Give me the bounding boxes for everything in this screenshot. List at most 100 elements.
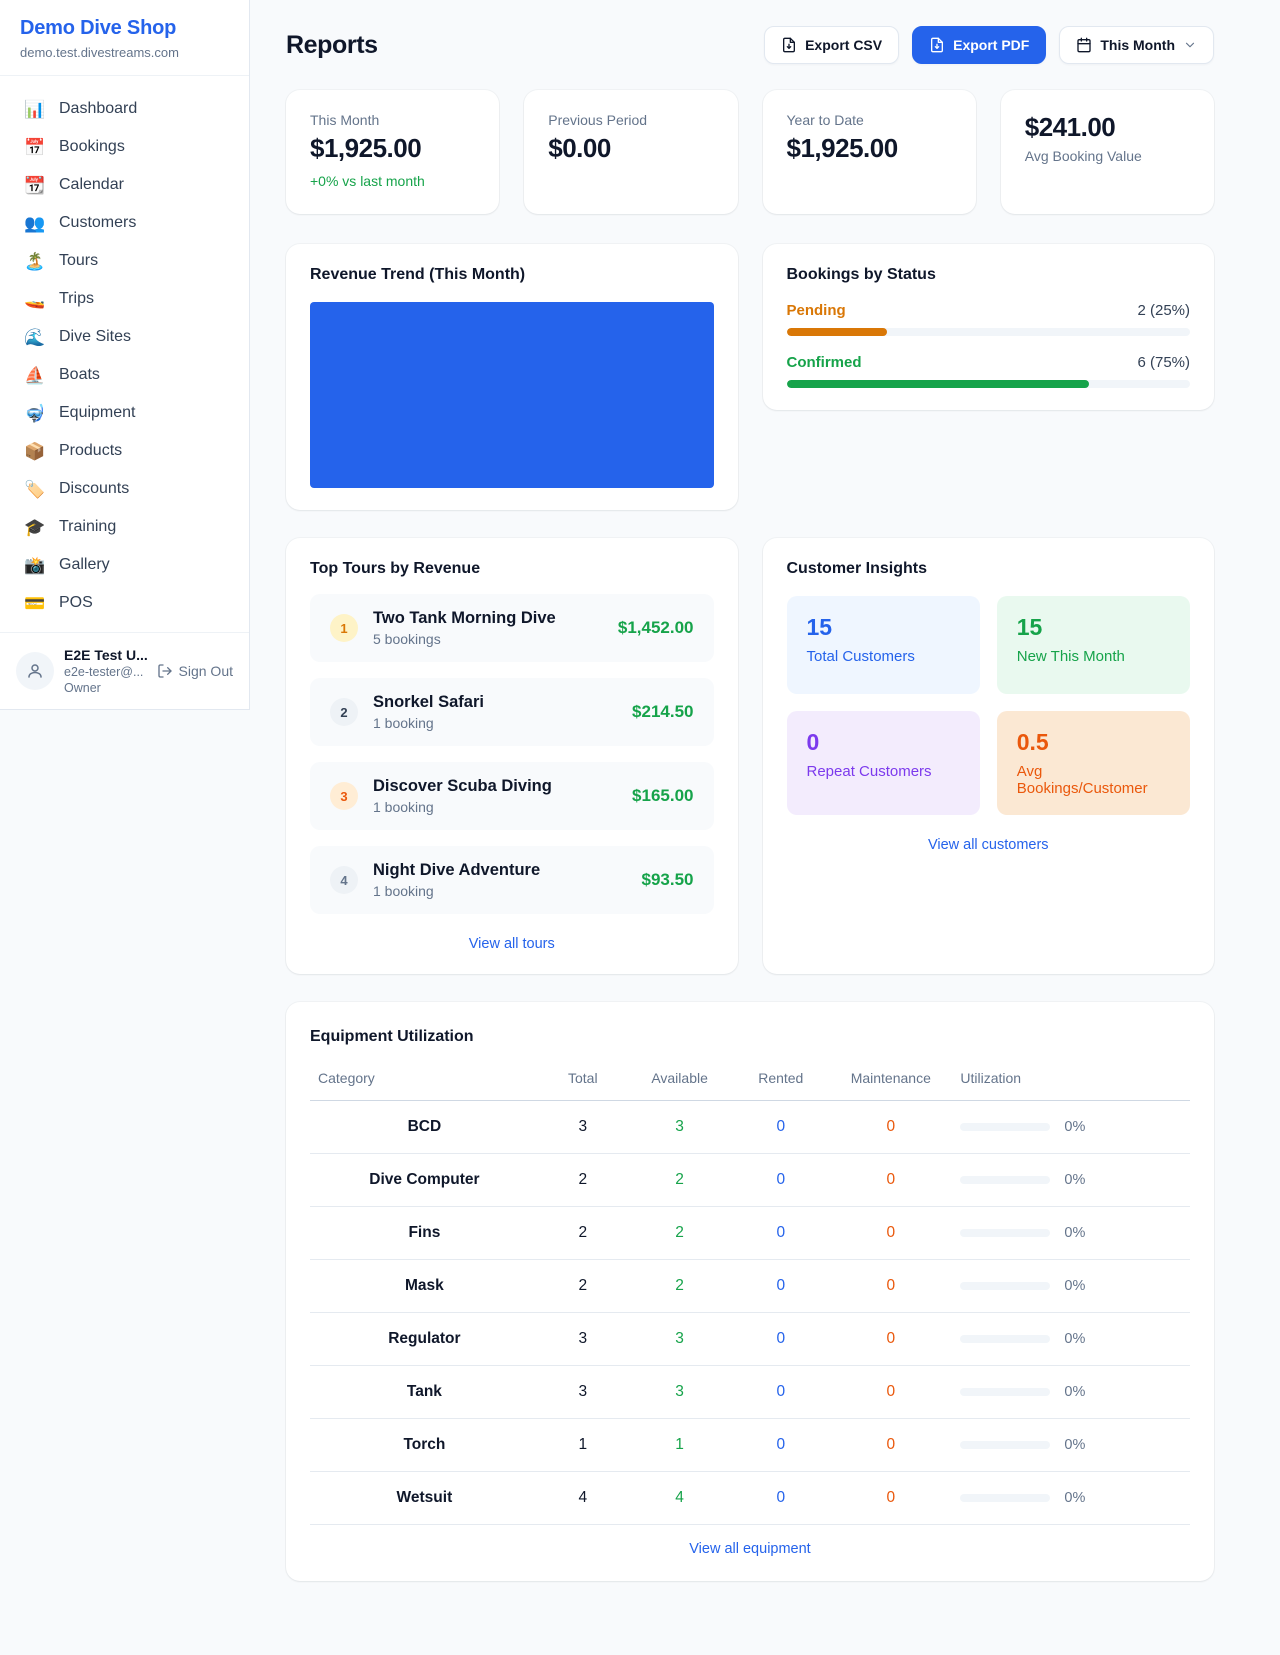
sidebar-item-dive-sites[interactable]: 🌊 Dive Sites	[0, 318, 249, 356]
utilization-wrap: 0%	[960, 1384, 1182, 1400]
equipment-maintenance: 0	[829, 1153, 953, 1207]
utilization-wrap: 0%	[960, 1225, 1182, 1241]
col-header-maintenance: Maintenance	[829, 1062, 953, 1101]
equipment-row-dive-computer: Dive Computer 2 2 0 0 0%	[310, 1153, 1190, 1207]
status-count: 6 (75%)	[1137, 354, 1190, 371]
insight-label: Repeat Customers	[806, 763, 932, 780]
equipment-available: 3	[626, 1365, 733, 1419]
stat-card-year-to-date: Year to Date $1,925.00	[762, 90, 976, 214]
nav-item-label: Boats	[59, 366, 100, 383]
equipment-row-regulator: Regulator 3 3 0 0 0%	[310, 1312, 1190, 1366]
sidebar-item-gallery[interactable]: 📸 Gallery	[0, 546, 249, 584]
sidebar-item-bookings[interactable]: 📅 Bookings	[0, 128, 249, 166]
nav-item-icon: 🏝️	[24, 251, 46, 271]
equipment-total: 3	[538, 1312, 627, 1366]
insight-tile-repeat-customers: 0 Repeat Customers	[786, 711, 980, 815]
tour-name: Two Tank Morning Dive	[373, 609, 556, 627]
tour-bookings: 1 booking	[373, 883, 434, 899]
top-tours-title: Top Tours by Revenue	[310, 560, 481, 577]
header-actions: Export CSV Export PDF This Month	[764, 26, 1214, 64]
rank-badge: 2	[330, 698, 358, 726]
file-download-icon	[783, 37, 796, 53]
user-name: E2E Test U...	[64, 647, 148, 663]
view-all-tours-link[interactable]: View all tours	[468, 936, 555, 952]
view-all-customers-link[interactable]: View all customers	[927, 837, 1049, 853]
equipment-available: 2	[626, 1153, 733, 1207]
page-title: Reports	[286, 30, 378, 59]
utilization-bar-track	[960, 1441, 1051, 1449]
insights-row: Top Tours by Revenue 1 Two Tank Morning …	[286, 538, 1214, 974]
utilization-label: 0%	[1064, 1437, 1086, 1453]
sidebar-item-discounts[interactable]: 🏷️ Discounts	[0, 470, 249, 508]
rank-badge: 4	[330, 866, 358, 894]
status-row-header: Pending 2 (25%)	[787, 302, 1191, 319]
stats-row: This Month $1,925.00 +0% vs last month P…	[286, 90, 1214, 214]
sidebar-item-tours[interactable]: 🏝️ Tours	[0, 242, 249, 280]
user-info: E2E Test U... e2e-tester@... Owner	[64, 647, 148, 695]
col-header-utilization: Utilization	[952, 1062, 1190, 1101]
sidebar-item-products[interactable]: 📦 Products	[0, 432, 249, 470]
user-footer: E2E Test U... e2e-tester@... Owner Sign …	[0, 632, 249, 709]
sidebar-item-dashboard[interactable]: 📊 Dashboard	[0, 90, 249, 128]
equipment-row-bcd: BCD 3 3 0 0 0%	[310, 1100, 1190, 1154]
nav-item-label: Dashboard	[59, 100, 138, 117]
utilization-bar-track	[960, 1229, 1051, 1237]
chevron-down-icon	[1185, 42, 1195, 48]
equipment-category: Tank	[310, 1365, 539, 1419]
equipment-available: 3	[626, 1312, 733, 1366]
equipment-rented: 0	[732, 1471, 830, 1525]
utilization-bar-track	[960, 1335, 1051, 1343]
sidebar-nav: 📊 Dashboard 📅 Bookings 📆 Calendar 👥 Cust…	[0, 76, 249, 632]
stat-value: $1,925.00	[310, 133, 422, 163]
equipment-utilization-cell: 0%	[952, 1100, 1190, 1154]
sign-out-button[interactable]: Sign Out	[157, 663, 233, 679]
equipment-total: 3	[538, 1365, 627, 1419]
user-role: Owner	[64, 681, 101, 695]
equipment-category: Fins	[310, 1206, 539, 1260]
period-selector[interactable]: This Month	[1059, 26, 1214, 64]
equipment-category: BCD	[310, 1100, 539, 1154]
equipment-category: Torch	[310, 1418, 539, 1472]
sidebar-item-equipment[interactable]: 🤿 Equipment	[0, 394, 249, 432]
stat-card-avg-booking-value: $241.00 Avg Booking Value	[1000, 90, 1214, 214]
equipment-utilization-cell: 0%	[952, 1418, 1190, 1472]
nav-item-label: Equipment	[59, 404, 136, 421]
sidebar-item-customers[interactable]: 👥 Customers	[0, 204, 249, 242]
equipment-maintenance: 0	[829, 1100, 953, 1154]
col-header-available: Available	[626, 1062, 733, 1101]
tour-row-two-tank-morning-dive: 1 Two Tank Morning Dive 5 bookings $1,45…	[310, 594, 714, 662]
equipment-maintenance: 0	[829, 1365, 953, 1419]
export-csv-button[interactable]: Export CSV	[764, 26, 900, 64]
equipment-maintenance: 0	[829, 1312, 953, 1366]
revenue-trend-title: Revenue Trend (This Month)	[310, 266, 526, 283]
utilization-label: 0%	[1064, 1278, 1086, 1294]
utilization-label: 0%	[1064, 1119, 1086, 1135]
status-row-confirmed: Confirmed 6 (75%)	[786, 354, 1190, 388]
utilization-label: 0%	[1064, 1172, 1086, 1188]
nav-item-icon: 📊	[24, 99, 46, 119]
equipment-available: 1	[626, 1418, 733, 1472]
sidebar-item-pos[interactable]: 💳 POS	[0, 584, 249, 622]
stat-label: This Month	[310, 112, 380, 128]
equipment-utilization-cell: 0%	[952, 1153, 1190, 1207]
sidebar: Demo Dive Shop demo.test.divestreams.com…	[0, 0, 250, 710]
sidebar-item-training[interactable]: 🎓 Training	[0, 508, 249, 546]
tour-bookings: 5 bookings	[373, 631, 441, 647]
sidebar-item-boats[interactable]: ⛵ Boats	[0, 356, 249, 394]
equipment-utilization-card: Equipment Utilization Category Total Ava…	[286, 1002, 1214, 1581]
nav-item-label: Training	[59, 518, 117, 535]
utilization-bar-track	[960, 1494, 1051, 1502]
utilization-bar-track	[960, 1388, 1051, 1396]
tour-bookings: 1 booking	[373, 715, 434, 731]
sidebar-item-calendar[interactable]: 📆 Calendar	[0, 166, 249, 204]
revenue-trend-bar	[310, 302, 714, 488]
sidebar-item-trips[interactable]: 🚤 Trips	[0, 280, 249, 318]
view-all-equipment-link[interactable]: View all equipment	[689, 1541, 811, 1557]
person-icon	[28, 664, 42, 678]
insight-tile-avg-bookings-customer: 0.5 Avg Bookings/Customer	[996, 711, 1190, 815]
export-pdf-button[interactable]: Export PDF	[912, 26, 1047, 64]
equipment-category: Regulator	[310, 1312, 539, 1366]
insight-value: 0	[806, 729, 820, 755]
utilization-label: 0%	[1064, 1331, 1086, 1347]
